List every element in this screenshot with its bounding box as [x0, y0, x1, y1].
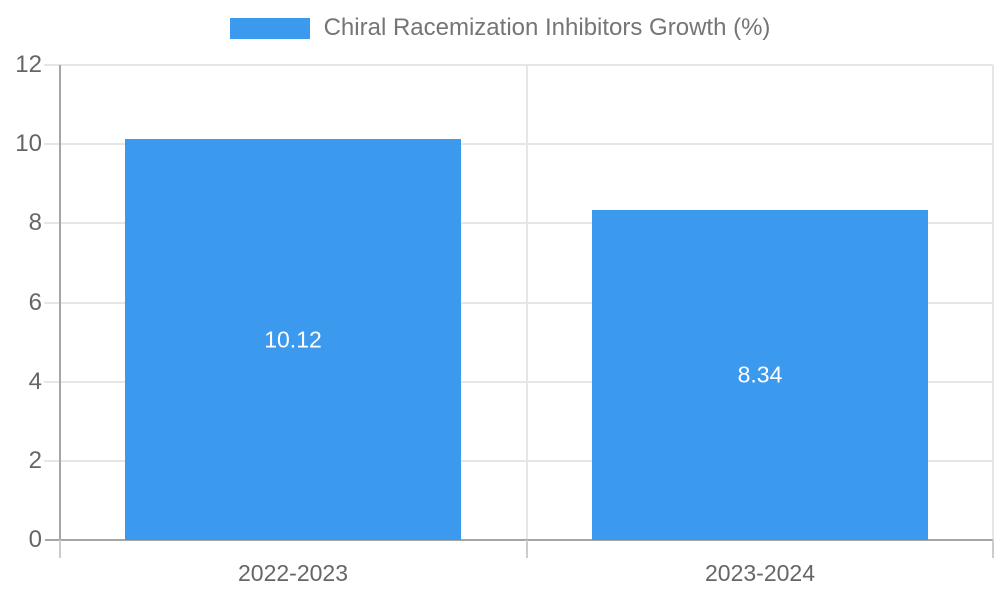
y-axis-line — [59, 65, 61, 540]
x-tick — [526, 540, 528, 558]
y-tick — [44, 302, 60, 304]
x-tick-label: 2022-2023 — [238, 560, 348, 586]
y-tick — [44, 460, 60, 462]
y-tick — [44, 143, 60, 145]
plot-right-border — [992, 65, 994, 540]
legend-swatch — [229, 17, 310, 39]
bar-value-label: 10.12 — [264, 326, 322, 352]
y-tick — [44, 381, 60, 383]
bar-2022-2023[interactable]: 10.12 — [125, 139, 461, 540]
x-tick-label: 2023-2024 — [705, 560, 815, 586]
x-tick — [992, 540, 994, 558]
y-tick-label: 0 — [28, 526, 42, 553]
x-tick — [59, 540, 61, 558]
y-tick — [44, 64, 60, 66]
y-tick-label: 8 — [28, 209, 42, 236]
y-tick-label: 4 — [28, 368, 42, 395]
bar-value-label: 8.34 — [737, 361, 783, 388]
y-tick-label: 6 — [28, 289, 42, 316]
x-axis-line — [45, 539, 993, 541]
legend-item[interactable]: Chiral Racemization Inhibitors Growth (%… — [229, 14, 771, 42]
legend-label: Chiral Racemization Inhibitors Growth (%… — [323, 14, 771, 41]
category-separator-line — [526, 65, 528, 540]
y-tick — [44, 222, 60, 224]
y-tick-label: 10 — [15, 130, 42, 157]
y-tick-label: 2 — [28, 447, 42, 474]
y-tick-label: 12 — [15, 51, 42, 78]
legend: Chiral Racemization Inhibitors Growth (%… — [0, 14, 1000, 42]
bar-2023-2024[interactable]: 8.34 — [592, 210, 928, 540]
